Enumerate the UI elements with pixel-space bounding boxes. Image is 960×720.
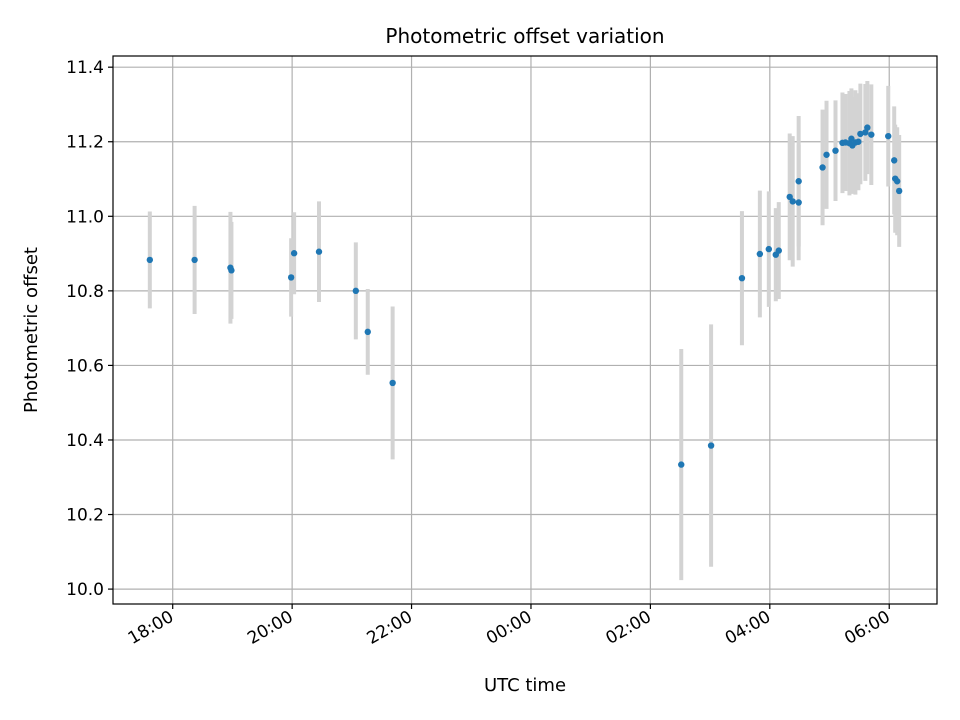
data-point: [789, 198, 796, 205]
y-axis-label: Photometric offset: [21, 247, 42, 413]
y-tick-label: 10.0: [66, 580, 104, 600]
y-tick-label: 11.0: [66, 207, 104, 227]
data-point: [795, 199, 802, 206]
data-point: [765, 245, 773, 253]
data-point: [864, 124, 871, 131]
y-tick-label: 10.4: [66, 431, 104, 451]
data-points: [146, 124, 903, 468]
data-point: [891, 157, 898, 164]
data-point: [191, 256, 198, 264]
data-point: [678, 461, 685, 468]
data-point: [364, 328, 371, 336]
data-point: [868, 131, 875, 138]
data-point: [893, 178, 901, 185]
data-point: [756, 250, 764, 258]
data-point: [832, 147, 839, 154]
data-point: [895, 187, 903, 195]
data-point: [775, 247, 782, 254]
data-point: [855, 138, 862, 145]
data-point: [389, 379, 396, 387]
data-point: [795, 178, 802, 185]
data-point: [857, 130, 864, 138]
data-point: [823, 151, 830, 158]
chart-title: Photometric offset variation: [385, 24, 664, 48]
x-axis-label: UTC time: [484, 675, 566, 696]
data-point: [819, 164, 826, 171]
y-tick-label: 11.2: [66, 133, 104, 153]
data-point: [862, 129, 869, 136]
data-point: [885, 132, 892, 140]
y-tick-label: 10.2: [66, 506, 104, 526]
data-point: [352, 287, 360, 295]
y-tick-label: 10.8: [66, 282, 104, 302]
data-point: [228, 267, 235, 274]
data-point: [738, 274, 746, 282]
data-point: [707, 442, 715, 449]
data-point: [146, 256, 154, 264]
data-point: [287, 274, 295, 281]
y-tick-label: 10.6: [66, 356, 104, 376]
y-tick-label: 11.4: [66, 58, 104, 78]
data-point: [290, 250, 298, 257]
data-point: [315, 248, 323, 255]
plot-frame: [112, 55, 938, 605]
